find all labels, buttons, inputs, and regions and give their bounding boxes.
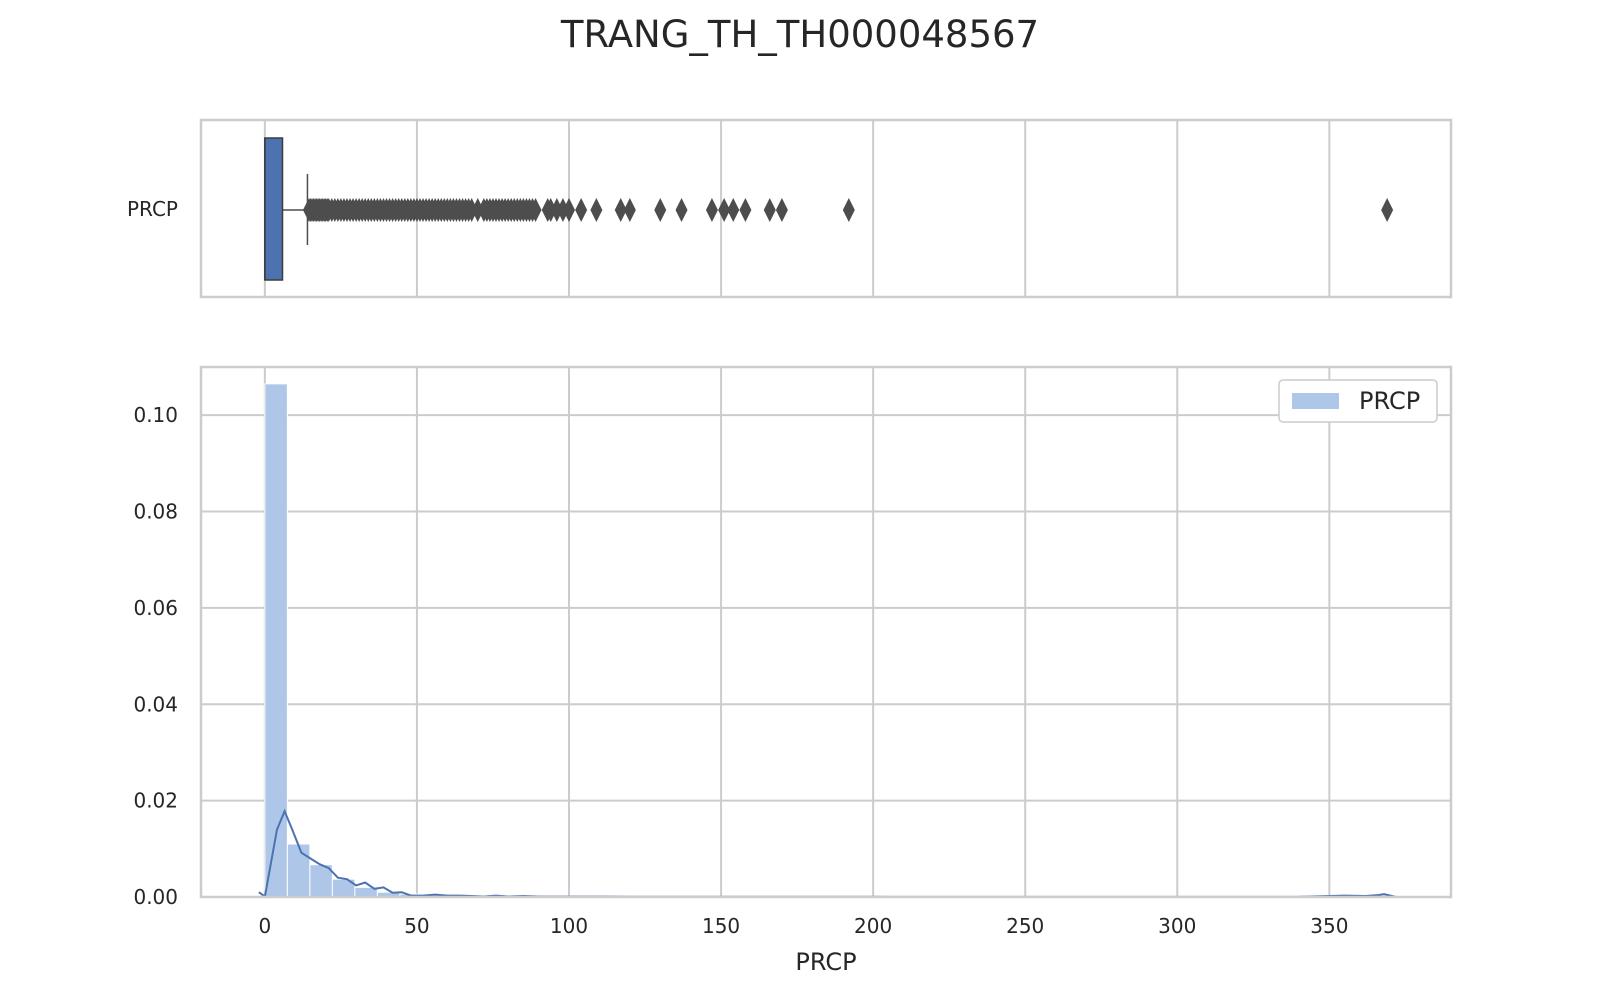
legend-frame [1278, 379, 1438, 423]
legend: PRCP [1278, 379, 1438, 423]
histogram-plot-area [201, 367, 1451, 897]
legend-label: PRCP [1359, 387, 1420, 415]
boxplot-flier [739, 198, 752, 222]
boxplot-panel: PRCP [127, 118, 1453, 299]
boxplot-flier [763, 198, 776, 222]
boxplot-flier [529, 198, 542, 222]
x-tick-label: 250 [1006, 914, 1044, 938]
boxplot-flier [563, 198, 576, 222]
boxplot-flier [705, 198, 718, 222]
boxplot-flier [727, 198, 740, 222]
boxplot-flier [575, 198, 588, 222]
y-tick-label: 0.08 [133, 500, 178, 524]
boxplot-flier [623, 198, 636, 222]
chart-title: TRANG_TH_TH000048567 [560, 13, 1039, 56]
boxplot-flier [775, 198, 788, 222]
boxplot-flier [590, 198, 603, 222]
histogram-x-ticks: 0 50 100 150 200 250 300 350 [259, 914, 1349, 938]
boxplot-box [264, 137, 284, 281]
y-tick-label: 0.04 [133, 692, 178, 716]
x-tick-label: 350 [1310, 914, 1348, 938]
histogram-bar [286, 843, 311, 898]
histogram-bar [264, 383, 288, 898]
boxplot-flier [471, 198, 484, 222]
x-tick-label: 100 [550, 914, 588, 938]
legend-swatch [1292, 393, 1339, 409]
boxplot-flier [465, 198, 478, 222]
boxplot-ytick-label: PRCP [127, 197, 178, 221]
x-axis-label: PRCP [795, 948, 856, 976]
y-tick-label: 0.00 [133, 885, 178, 909]
boxplot-flier [544, 198, 557, 222]
y-tick-label: 0.10 [133, 403, 178, 427]
boxplot-frame [199, 118, 1453, 299]
y-tick-label: 0.06 [133, 596, 178, 620]
x-tick-label: 50 [404, 914, 429, 938]
histogram-panel: 0.00 0.02 0.04 0.06 0.08 0.10 0 50 100 150 200 250… [133, 365, 1453, 976]
boxplot-flier [675, 198, 688, 222]
boxplot-flier [614, 198, 627, 222]
boxplot-flier [842, 198, 855, 222]
x-tick-label: 150 [702, 914, 740, 938]
y-tick-label: 0.02 [133, 789, 178, 813]
x-tick-label: 0 [259, 914, 272, 938]
boxplot-flier [1381, 198, 1394, 222]
boxplot-flier [550, 198, 563, 222]
boxplot-flier [556, 198, 569, 222]
x-tick-label: 300 [1158, 914, 1196, 938]
x-tick-label: 200 [854, 914, 892, 938]
histogram-y-ticks: 0.00 0.02 0.04 0.06 0.08 0.10 [133, 403, 178, 909]
histogram-frame [199, 365, 1453, 899]
boxplot-marks [264, 137, 1394, 281]
boxplot-flier [654, 198, 667, 222]
boxplot-flier [718, 198, 731, 222]
